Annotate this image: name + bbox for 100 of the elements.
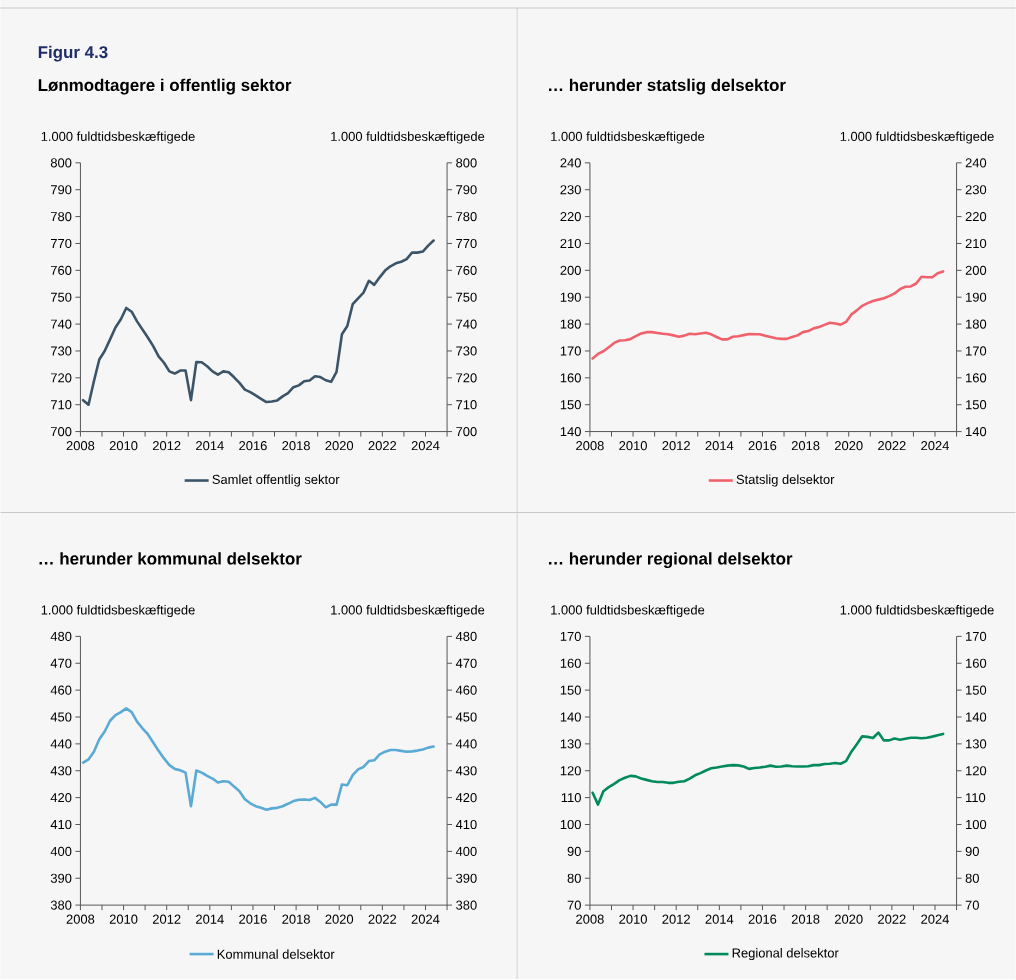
y-tick-label: 780 [51, 212, 72, 222]
y-tick-label: 400 [50, 847, 72, 857]
y2-tick-label: 420 [455, 793, 477, 803]
legend-label: Statslig delsektor [736, 474, 835, 487]
x-tick-label: 2016 [239, 441, 267, 451]
x-tick-label: 2010 [619, 441, 647, 451]
y-tick-label: 140 [560, 712, 581, 722]
y-axis-title: 1.000 fuldtidsbeskæftigede [41, 605, 195, 618]
y2-tick-label: 90 [965, 847, 979, 857]
y2-tick-label: 390 [456, 873, 477, 884]
y2-tick-label: 730 [456, 346, 477, 356]
x-tick-label: 2008 [576, 914, 604, 925]
y2-tick-label: 760 [456, 265, 477, 276]
y-tick-label: 710 [51, 400, 72, 410]
y2-tick-label: 700 [456, 427, 477, 437]
y-tick-label: 200 [560, 265, 581, 276]
y-tick-label: 160 [560, 373, 581, 383]
y2-tick-label: 780 [456, 212, 477, 222]
y-tick-label: 730 [51, 346, 72, 356]
x-tick-label: 2014 [196, 914, 224, 925]
chart-title: Lønmodtagere i offentlig sektor [38, 78, 292, 95]
y2-tick-label: 800 [456, 158, 477, 168]
y-tick-label: 190 [560, 292, 581, 303]
x-tick-label: 2014 [705, 914, 734, 925]
x-tick-label: 2020 [835, 441, 863, 451]
x-tick-label: 2020 [325, 914, 354, 925]
legend-label: Regional delsektor [732, 948, 839, 961]
y-tick-label: 770 [51, 239, 72, 249]
x-tick-label: 2018 [791, 441, 820, 451]
y-tick-label: 220 [560, 212, 581, 222]
y-tick-label: 140 [560, 427, 581, 437]
y-tick-label: 150 [560, 685, 581, 695]
chart-title: … herunder regional delsektor [549, 552, 793, 569]
y2-tick-label: 110 [966, 793, 986, 803]
y2-tick-label: 740 [456, 319, 477, 329]
x-tick-label: 2020 [325, 441, 354, 451]
y-tick-label: 170 [560, 346, 581, 356]
y2-tick-label: 160 [966, 658, 987, 669]
y2-axis-title: 1.000 fuldtidsbeskæftigede [840, 131, 994, 144]
y2-axis-title: 1.000 fuldtidsbeskæftigede [331, 131, 485, 144]
y-tick-label: 440 [50, 739, 72, 749]
y-tick-label: 180 [560, 319, 581, 329]
text: Figur 4.3 [38, 45, 108, 62]
x-tick-label: 2012 [152, 914, 181, 925]
x-tick-label: 2020 [835, 914, 863, 925]
y-tick-label: 230 [560, 185, 581, 195]
y-tick-label: 800 [50, 158, 72, 168]
x-tick-label: 2024 [411, 914, 440, 925]
y-tick-label: 480 [50, 632, 72, 642]
y-tick-label: 470 [50, 658, 72, 669]
y-tick-label: 380 [50, 900, 72, 910]
y2-tick-label: 120 [966, 766, 987, 776]
x-tick-label: 2022 [368, 914, 397, 925]
y-tick-label: 790 [51, 185, 72, 195]
y2-tick-label: 220 [965, 212, 987, 222]
y-tick-label: 110 [561, 793, 581, 803]
y2-tick-label: 440 [455, 739, 477, 749]
x-tick-label: 2016 [748, 914, 777, 925]
y-tick-label: 70 [567, 900, 581, 910]
y2-tick-label: 150 [966, 685, 987, 695]
y2-tick-label: 750 [456, 292, 477, 303]
y-tick-label: 420 [50, 793, 72, 803]
y-tick-label: 700 [51, 427, 72, 437]
x-tick-label: 2014 [705, 441, 734, 451]
y2-axis-title: 1.000 fuldtidsbeskæftigede [840, 605, 994, 618]
y2-tick-label: 790 [456, 185, 477, 195]
y2-tick-label: 770 [456, 239, 477, 249]
x-tick-label: 2012 [662, 441, 690, 451]
y2-tick-label: 410 [455, 820, 477, 830]
y2-tick-label: 170 [966, 346, 987, 356]
y2-tick-label: 130 [966, 739, 987, 749]
y2-tick-label: 190 [966, 292, 987, 303]
y2-tick-label: 710 [456, 400, 477, 410]
x-tick-label: 2010 [619, 914, 647, 925]
y2-tick-label: 180 [966, 319, 987, 329]
x-tick-label: 2012 [152, 441, 181, 451]
y-tick-label: 390 [50, 873, 72, 884]
y-tick-label: 460 [50, 685, 72, 695]
y2-tick-label: 200 [965, 265, 987, 276]
x-tick-label: 2014 [196, 441, 224, 451]
y2-tick-label: 100 [966, 820, 987, 830]
x-tick-label: 2010 [109, 441, 138, 451]
x-tick-label: 2022 [368, 441, 397, 451]
x-tick-label: 2024 [921, 914, 950, 925]
y2-tick-label: 480 [455, 632, 477, 642]
y2-tick-label: 150 [966, 400, 987, 410]
y2-tick-label: 160 [966, 373, 987, 383]
y-tick-label: 150 [560, 400, 581, 410]
x-tick-label: 2018 [791, 914, 820, 925]
x-tick-label: 2016 [748, 441, 777, 451]
x-tick-label: 2008 [66, 914, 95, 925]
y2-axis-title: 1.000 fuldtidsbeskæftigede [331, 605, 485, 618]
y2-tick-label: 380 [456, 900, 477, 910]
x-tick-label: 2010 [109, 914, 138, 925]
y-tick-label: 720 [51, 373, 72, 383]
line-series [591, 270, 945, 361]
y-tick-label: 90 [567, 847, 581, 857]
y2-tick-label: 450 [455, 712, 477, 722]
legend-label: Samlet offentlig sektor [212, 474, 340, 487]
y-tick-label: 120 [560, 766, 581, 776]
